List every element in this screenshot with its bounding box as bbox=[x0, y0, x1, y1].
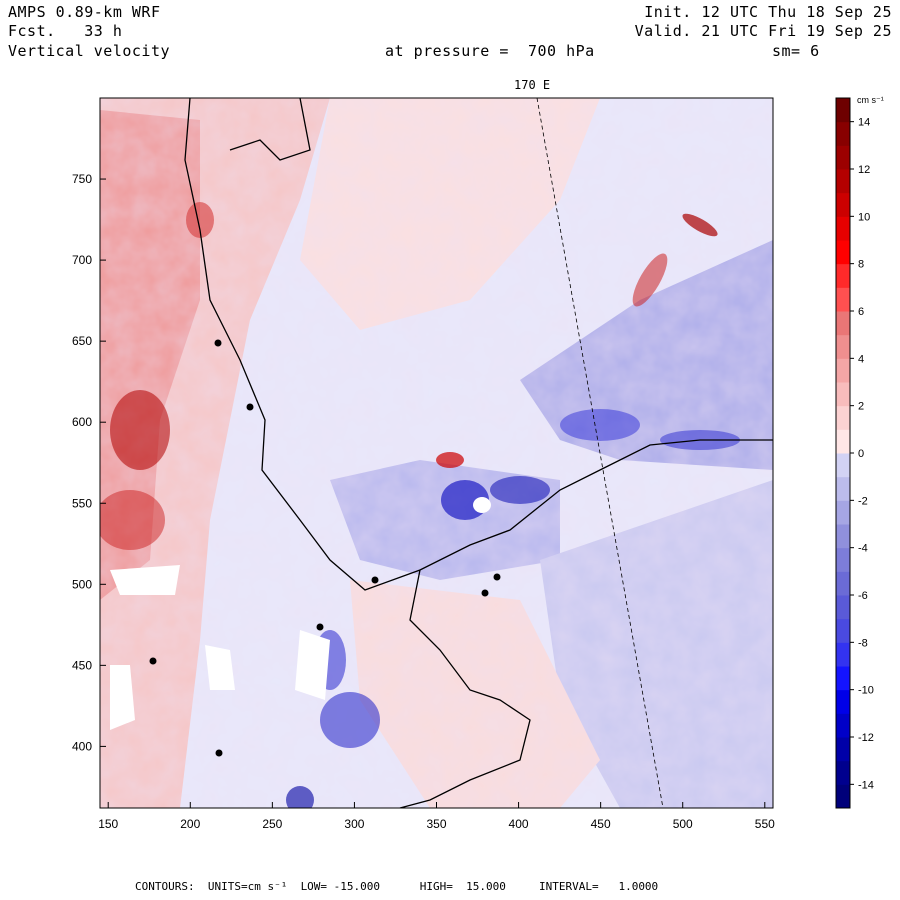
colorbar-swatch bbox=[836, 98, 850, 123]
x-tick-label: 550 bbox=[755, 817, 775, 831]
y-tick-label: 700 bbox=[72, 253, 92, 267]
colorbar-tick-label: 2 bbox=[858, 401, 864, 413]
colorbar-swatch bbox=[836, 311, 850, 336]
colorbar-tick-label: 14 bbox=[858, 117, 870, 129]
y-tick-label: 550 bbox=[72, 496, 92, 510]
x-tick-label: 400 bbox=[509, 817, 529, 831]
colorbar-swatch bbox=[836, 263, 850, 288]
colorbar-swatch bbox=[836, 405, 850, 430]
colorbar-swatch bbox=[836, 382, 850, 407]
colorbar-swatch bbox=[836, 240, 850, 265]
x-tick-label: 150 bbox=[98, 817, 118, 831]
meridian-170e bbox=[536, 98, 664, 808]
colorbar-swatch bbox=[836, 713, 850, 738]
y-tick-label: 600 bbox=[72, 415, 92, 429]
colorbar-tick-label: -2 bbox=[858, 495, 868, 507]
strong-cells bbox=[100, 202, 740, 808]
terrain-mask bbox=[110, 497, 491, 730]
colorbar-swatch bbox=[836, 287, 850, 312]
colorbar-swatch bbox=[836, 453, 850, 478]
colorbar-tick-label: 0 bbox=[858, 448, 864, 460]
x-tick-label: 500 bbox=[673, 817, 693, 831]
colorbar-swatch bbox=[836, 689, 850, 714]
x-axis: 150 200 250 300 350 400 450 500 550 bbox=[98, 802, 775, 831]
y-tick-label: 750 bbox=[72, 172, 92, 186]
init-time: Init. 12 UTC Thu 18 Sep 25 bbox=[644, 3, 892, 21]
colorbar: 14 12 10 8 6 4 2 0 -2 -4 -6 -8 -10 -12 -14 bbox=[835, 97, 874, 809]
colorbar-tick-label: 10 bbox=[858, 211, 870, 223]
colorbar-swatch bbox=[836, 334, 850, 359]
coastlines bbox=[184, 98, 773, 808]
colorbar-swatch bbox=[836, 192, 850, 217]
colorbar-tick-label: -6 bbox=[858, 590, 868, 602]
y-tick-label: 450 bbox=[72, 658, 92, 672]
y-tick-label: 400 bbox=[72, 739, 92, 753]
colorbar-tick-label: 4 bbox=[858, 353, 864, 365]
x-tick-label: 350 bbox=[426, 817, 446, 831]
colorbar-swatch bbox=[836, 121, 850, 146]
colorbar-units: cm s⁻¹ bbox=[857, 95, 884, 105]
smoothing: sm= 6 bbox=[772, 42, 820, 60]
map-area bbox=[100, 98, 773, 808]
colorbar-swatch bbox=[836, 571, 850, 596]
y-tick-label: 650 bbox=[72, 334, 92, 348]
colorbar-swatch bbox=[836, 618, 850, 643]
colorbar-swatch bbox=[836, 145, 850, 170]
field-name: Vertical velocity bbox=[8, 42, 171, 60]
footer-contours: CONTOURS: UNITS=cm s⁻¹ LOW= -15.000 HIGH… bbox=[135, 880, 659, 893]
colorbar-swatch bbox=[836, 169, 850, 194]
x-tick-label: 250 bbox=[262, 817, 282, 831]
colorbar-swatch bbox=[836, 784, 850, 809]
x-tick-label: 200 bbox=[180, 817, 200, 831]
colorbar-swatch bbox=[836, 666, 850, 691]
station-dots bbox=[149, 339, 501, 757]
colorbar-tick-label: 12 bbox=[858, 164, 870, 176]
colorbar-tick-label: -12 bbox=[858, 732, 874, 744]
forecast-hour: Fcst. 33 h bbox=[8, 22, 123, 40]
colorbar-tick-label: -10 bbox=[858, 685, 874, 697]
colorbar-swatch bbox=[836, 476, 850, 501]
x-tick-label: 300 bbox=[344, 817, 364, 831]
colorbar-tick-label: -8 bbox=[858, 637, 868, 649]
colorbar-swatch bbox=[836, 760, 850, 785]
valid-time: Valid. 21 UTC Fri 19 Sep 25 bbox=[634, 22, 892, 40]
colorbar-tick-label: -4 bbox=[858, 543, 868, 555]
colorbar-swatch bbox=[836, 642, 850, 667]
colorbar-tick-label: -14 bbox=[858, 779, 874, 791]
colorbar-swatch bbox=[836, 216, 850, 241]
colorbar-swatch bbox=[836, 429, 850, 454]
x-tick-label: 450 bbox=[591, 817, 611, 831]
y-tick-label: 500 bbox=[72, 577, 92, 591]
model-title: AMPS 0.89-km WRF bbox=[8, 3, 161, 21]
y-axis: 400 450 500 550 600 650 700 750 bbox=[72, 172, 106, 753]
colorbar-swatch bbox=[836, 524, 850, 549]
colorbar-swatch bbox=[836, 500, 850, 525]
colorbar-swatch bbox=[836, 737, 850, 762]
pressure-level: at pressure = 700 hPa bbox=[385, 42, 595, 60]
colorbar-swatch bbox=[836, 547, 850, 572]
meridian-label: 170 E bbox=[514, 78, 551, 92]
colorbar-swatch bbox=[836, 358, 850, 383]
colorbar-tick-label: 8 bbox=[858, 259, 864, 271]
colorbar-swatch bbox=[836, 595, 850, 620]
colorbar-tick-label: 6 bbox=[858, 306, 864, 318]
